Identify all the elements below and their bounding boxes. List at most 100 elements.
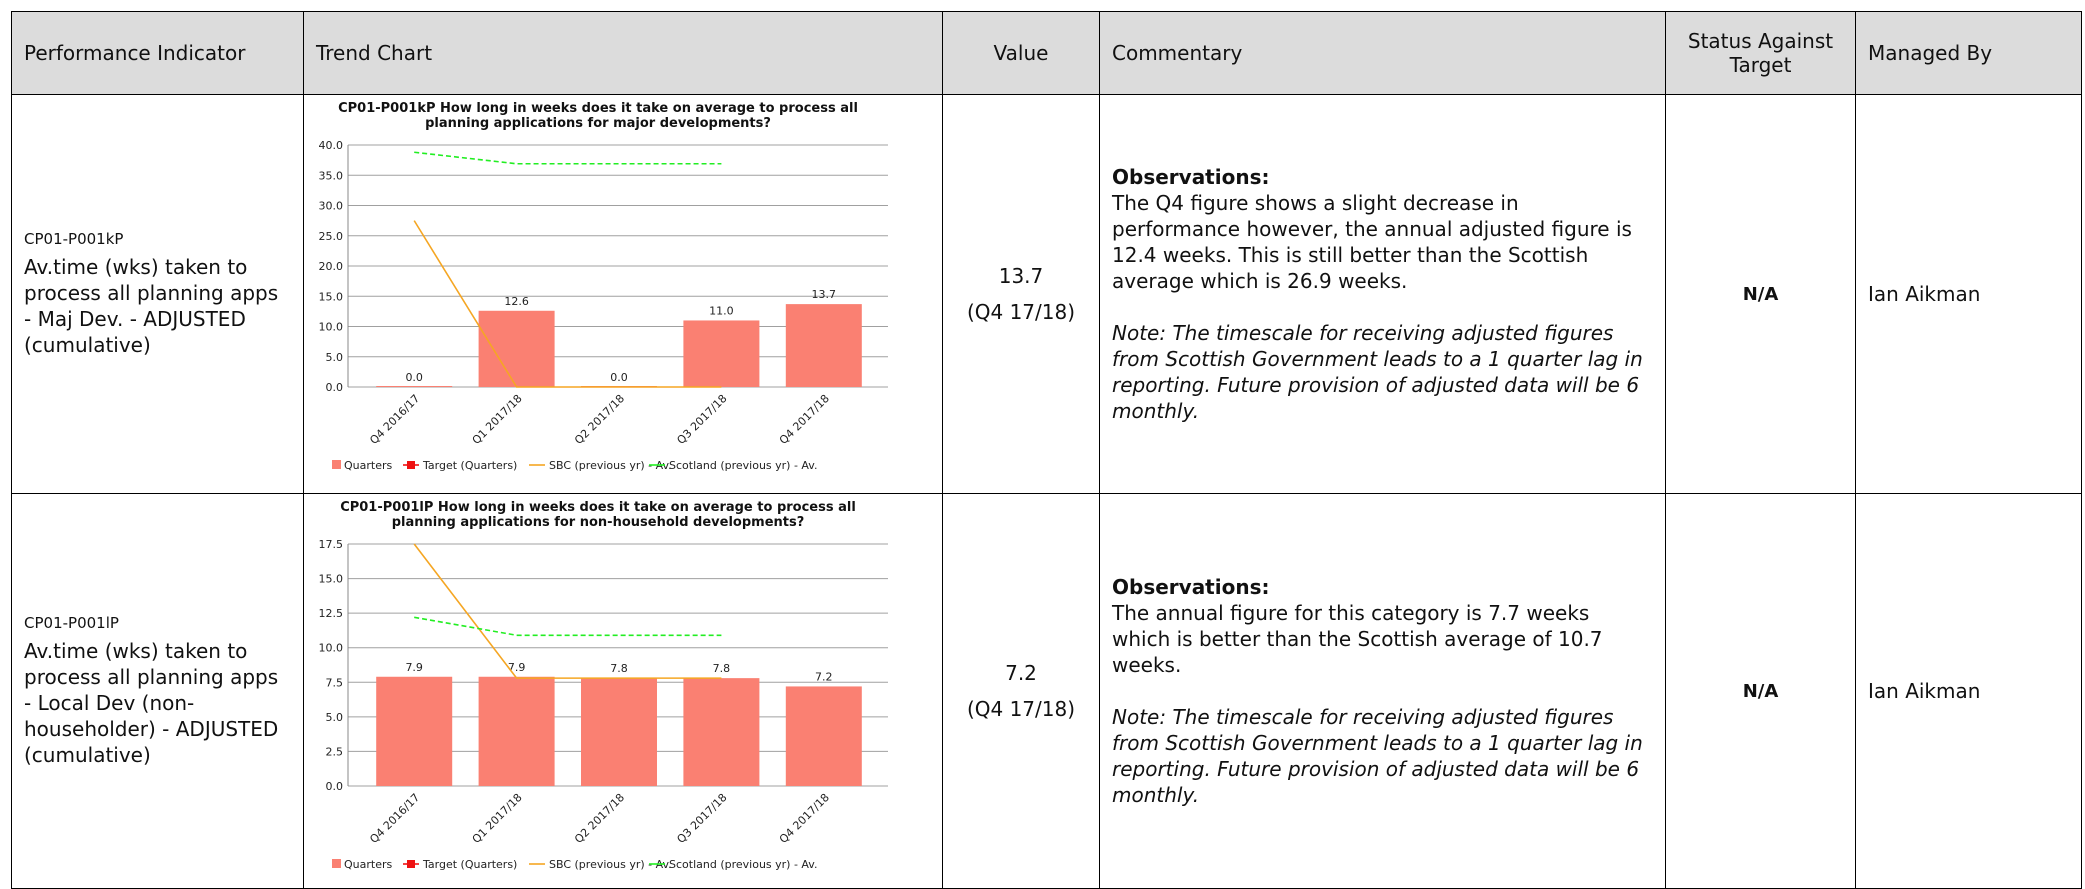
legend-label: Scotland (previous yr) - Av. bbox=[669, 459, 817, 472]
chart-cell: CP01-P001kP How long in weeks does it ta… bbox=[303, 94, 943, 494]
y-tick-label: 40.0 bbox=[319, 139, 344, 152]
heading: Observations: bbox=[1112, 165, 1270, 189]
value: 7.2 bbox=[1005, 661, 1037, 685]
chart: 0.0 5.0 10.0 15.0 20.0 25.0 30.0 35.0 40.0 Q4 201… bbox=[319, 139, 888, 472]
y-tick-label: 30.0 bbox=[319, 200, 344, 213]
kpi-table: Performance Indicator Trend Chart Value … bbox=[11, 11, 2082, 889]
value-cell: 7.2 (Q4 17/18) bbox=[942, 493, 1100, 889]
manager: Ian Aikman bbox=[1855, 493, 2082, 889]
row: CP01-P001lP Av.time (wks) taken to proces… bbox=[11, 493, 2082, 889]
y-tick-label: 0.0 bbox=[326, 381, 344, 394]
y-tick-label: 10.0 bbox=[319, 642, 344, 655]
indicator-name: Av.time (wks) taken to process all plann… bbox=[24, 639, 279, 767]
chart: 0.0 2.5 5.0 7.5 10.0 12.5 15.0 17.5 Q4 2016/17 Q1… bbox=[319, 538, 888, 871]
legend-label: Target (Quarters) bbox=[422, 858, 517, 871]
legend-swatch bbox=[332, 460, 341, 469]
line bbox=[413, 543, 722, 679]
indicator-code: CP01-P001kP bbox=[24, 230, 124, 248]
header-row: Performance Indicator Trend Chart Value … bbox=[11, 11, 2082, 95]
y-tick-label: 15.0 bbox=[319, 573, 344, 586]
x-tick-label: Q1 2017/18 bbox=[470, 791, 525, 846]
value-label: 7.9 bbox=[405, 661, 423, 674]
header-cell: Performance Indicator bbox=[11, 11, 304, 95]
note: Note: The timescale for receiving adjust… bbox=[1112, 705, 1643, 807]
x-tick-label: Q4 2016/17 bbox=[367, 791, 422, 846]
line bbox=[414, 151, 722, 165]
value-label: 13.7 bbox=[812, 288, 837, 301]
bar bbox=[683, 678, 760, 786]
legend-label: Quarters bbox=[344, 858, 392, 871]
y-tick-label: 2.5 bbox=[326, 745, 344, 758]
y-tick-label: 7.5 bbox=[326, 676, 344, 689]
period: (Q4 17/18) bbox=[966, 697, 1076, 721]
commentary-cell: Observations: The Q4 figure shows a sligh… bbox=[1099, 94, 1666, 494]
indicator-code: CP01-P001lP bbox=[24, 614, 119, 632]
value-cell: 13.7 (Q4 17/18) bbox=[942, 94, 1100, 494]
bar bbox=[376, 676, 453, 786]
header-cell: Managed By bbox=[1855, 11, 2082, 95]
note: Note: The timescale for receiving adjust… bbox=[1112, 321, 1643, 423]
legend-label: SBC (previous yr) - Av. bbox=[549, 858, 672, 871]
bar bbox=[478, 676, 555, 786]
value-label: 7.8 bbox=[713, 662, 731, 675]
y-tick-label: 35.0 bbox=[319, 169, 344, 182]
commentary: The annual figure for this category is 7… bbox=[1112, 601, 1603, 677]
y-tick-label: 25.0 bbox=[319, 230, 344, 243]
line bbox=[413, 220, 722, 388]
legend-label: Scotland (previous yr) - Av. bbox=[669, 858, 817, 871]
y-tick-label: 0.0 bbox=[326, 780, 344, 793]
x-tick-label: Q4 2017/18 bbox=[777, 392, 832, 447]
bar bbox=[785, 686, 862, 786]
period: (Q4 17/18) bbox=[966, 300, 1076, 324]
indicator-cell: CP01-P001lP Av.time (wks) taken to proces… bbox=[11, 493, 304, 889]
header-cell: Commentary bbox=[1099, 11, 1666, 95]
header-cell: Status Against Target bbox=[1665, 11, 1856, 95]
chart-title: CP01-P001lP How long in weeks does it ta… bbox=[340, 500, 856, 530]
value: 13.7 bbox=[998, 264, 1044, 288]
bar bbox=[581, 678, 657, 786]
indicator-name: Av.time (wks) taken to process all plann… bbox=[24, 255, 279, 357]
commentary-cell: Observations: The annual figure for this … bbox=[1099, 493, 1666, 889]
y-tick-label: 17.5 bbox=[319, 538, 344, 551]
legend-label: Quarters bbox=[344, 459, 392, 472]
x-tick-label: Q1 2017/18 bbox=[470, 392, 525, 447]
y-tick-label: 5.0 bbox=[326, 351, 344, 364]
legend-label: SBC (previous yr) - Av. bbox=[549, 459, 672, 472]
legend-marker bbox=[407, 461, 415, 469]
commentary: The Q4 figure shows a slight decrease in… bbox=[1112, 191, 1632, 293]
legend-marker bbox=[407, 860, 415, 868]
x-tick-label: Q2 2017/18 bbox=[572, 791, 627, 846]
y-tick-label: 5.0 bbox=[326, 711, 344, 724]
y-tick-label: 20.0 bbox=[319, 260, 344, 273]
value-label: 0.0 bbox=[610, 371, 628, 384]
x-tick-label: Q4 2016/17 bbox=[367, 392, 422, 447]
status: N/A bbox=[1665, 94, 1856, 494]
bar bbox=[785, 304, 862, 387]
legend-swatch bbox=[332, 859, 341, 868]
status: N/A bbox=[1665, 493, 1856, 889]
chart-cell: CP01-P001lP How long in weeks does it ta… bbox=[303, 493, 943, 889]
value-label: 7.9 bbox=[508, 661, 525, 674]
x-tick-label: Q3 2017/18 bbox=[674, 791, 729, 846]
bar bbox=[478, 310, 555, 387]
x-tick-label: Q3 2017/18 bbox=[674, 392, 729, 447]
y-tick-label: 10.0 bbox=[319, 321, 344, 334]
value-label: 11.0 bbox=[709, 304, 734, 317]
value-label: 12.6 bbox=[504, 295, 528, 308]
legend-label: Target (Quarters) bbox=[422, 459, 517, 472]
manager: Ian Aikman bbox=[1855, 94, 2082, 494]
row: CP01-P001kP Av.time (wks) taken to proces… bbox=[11, 94, 2082, 494]
x-tick-label: Q4 2017/18 bbox=[777, 791, 832, 846]
line bbox=[414, 616, 722, 637]
value-label: 0.0 bbox=[405, 371, 423, 384]
bar bbox=[683, 320, 760, 387]
header-cell: Value bbox=[942, 11, 1100, 95]
value-label: 7.8 bbox=[610, 662, 628, 675]
y-tick-label: 15.0 bbox=[319, 290, 344, 303]
header-cell: Trend Chart bbox=[303, 11, 943, 95]
indicator-cell: CP01-P001kP Av.time (wks) taken to proces… bbox=[11, 94, 304, 494]
x-tick-label: Q2 2017/18 bbox=[572, 392, 627, 447]
value-label: 7.2 bbox=[815, 670, 833, 683]
y-tick-label: 12.5 bbox=[319, 607, 344, 620]
